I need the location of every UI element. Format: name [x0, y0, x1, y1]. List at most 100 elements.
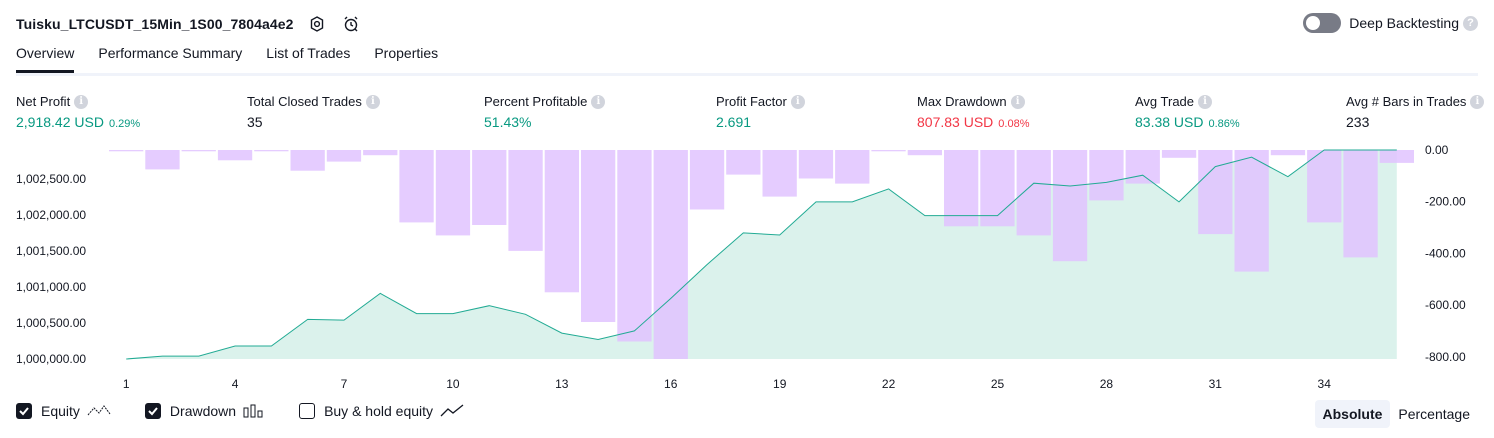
- tab-performance-summary[interactable]: Performance Summary: [98, 45, 243, 61]
- tab-divider: [16, 73, 1478, 76]
- legend-equity[interactable]: Equity: [16, 403, 111, 419]
- x-axis-tick: 34: [1318, 377, 1332, 391]
- x-axis-tick: 31: [1209, 377, 1223, 391]
- x-axis-tick: 1: [123, 377, 130, 391]
- drawdown-bar: [1343, 150, 1378, 258]
- tab-list-of-trades[interactable]: List of Trades: [266, 45, 351, 61]
- right-axis-tick: -400.00: [1425, 247, 1466, 261]
- drawdown-bar: [1161, 150, 1197, 158]
- tab-properties[interactable]: Properties: [374, 45, 439, 61]
- drawdown-bar: [798, 150, 834, 179]
- x-axis-tick: 7: [341, 377, 348, 391]
- metric-label: Total Closed Trades: [247, 94, 362, 109]
- legend-label: Equity: [41, 403, 80, 419]
- equity-line: [126, 149, 1397, 360]
- x-axis-tick: 22: [882, 377, 896, 391]
- drawdown-bar: [1198, 150, 1233, 235]
- drawdown-bar: [689, 150, 725, 210]
- drawdown-bar: [617, 150, 652, 342]
- tab-overview[interactable]: Overview: [16, 44, 75, 73]
- metric-net-profit: Net Profit i 2,918.42 USD 0.29%: [16, 94, 140, 130]
- right-axis-tick: -600.00: [1425, 298, 1466, 312]
- x-axis-tick: 4: [232, 377, 239, 391]
- settings-icon[interactable]: [306, 13, 328, 35]
- metric-value: 51.43%: [484, 114, 532, 130]
- drawdown-bar: [435, 150, 471, 236]
- checkbox-checked-icon[interactable]: [144, 403, 161, 419]
- view-mode-switch: Absolute Percentage: [1314, 400, 1479, 428]
- legend-buy-hold[interactable]: Buy & hold equity: [299, 403, 464, 419]
- equity-line-icon: [87, 404, 111, 418]
- metric-label: Avg # Bars in Trades: [1346, 94, 1467, 109]
- left-axis-tick: 1,002,500.00: [16, 172, 86, 186]
- metric-value: 807.83 USD: [917, 114, 994, 130]
- metric-percent: 0.86%: [1208, 118, 1240, 130]
- drawdown-bar: [109, 150, 144, 152]
- metric-avg-bars: Avg # Bars in Trades i 233: [1346, 94, 1485, 130]
- left-axis-tick: 1,002,000.00: [16, 208, 86, 222]
- metric-percent: 0.29%: [108, 118, 141, 130]
- drawdown-bar: [1307, 150, 1342, 223]
- legend-drawdown[interactable]: Drawdown: [144, 403, 265, 419]
- drawdown-bar: [1234, 150, 1269, 272]
- metric-value: 35: [247, 114, 263, 130]
- drawdown-bar: [1379, 150, 1414, 163]
- strategy-header: Tuisku_LTCUSDT_15Min_1S00_7804a4e2: [16, 12, 362, 36]
- checkbox-unchecked-icon[interactable]: [299, 403, 316, 419]
- deep-backtesting-toggle[interactable]: [1303, 13, 1342, 33]
- drawdown-bar: [1125, 150, 1160, 184]
- x-axis-tick: 13: [555, 377, 569, 391]
- info-icon[interactable]: i: [74, 94, 89, 109]
- metric-total-closed-trades: Total Closed Trades i 35: [247, 94, 380, 130]
- x-axis-tick: 28: [1100, 377, 1114, 391]
- legend-label: Drawdown: [169, 403, 237, 419]
- left-axis-tick: 1,000,500.00: [16, 316, 86, 330]
- info-icon[interactable]: i: [1010, 94, 1025, 109]
- drawdown-bar: [544, 150, 579, 293]
- deep-backtesting-label: Deep Backtesting: [1349, 15, 1459, 31]
- info-icon[interactable]: i: [591, 94, 606, 109]
- drawdown-bar: [254, 150, 289, 152]
- metric-label: Max Drawdown: [917, 94, 1007, 109]
- drawdown-bar: [980, 150, 1015, 227]
- strategy-title: Tuisku_LTCUSDT_15Min_1S00_7804a4e2: [16, 16, 294, 32]
- tab-bar: Overview Performance Summary List of Tra…: [16, 44, 462, 73]
- metric-label: Profit Factor: [716, 94, 787, 109]
- alarm-icon[interactable]: [340, 13, 362, 35]
- info-icon[interactable]: i: [1470, 94, 1485, 109]
- metric-label: Net Profit: [16, 94, 71, 109]
- metric-value: 83.38 USD: [1135, 114, 1204, 130]
- metric-percent-profitable: Percent Profitable i 51.43%: [484, 94, 606, 130]
- left-axis-tick: 1,000,000.00: [16, 352, 86, 366]
- drawdown-bar: [653, 150, 688, 359]
- drawdown-bar: [1270, 150, 1306, 156]
- drawdown-bar: [217, 150, 253, 161]
- x-axis-tick: 10: [446, 377, 460, 391]
- deep-backtesting: Deep Backtesting ?: [1303, 13, 1478, 33]
- mode-percentage-button[interactable]: Percentage: [1398, 406, 1470, 422]
- drawdown-bar: [181, 150, 216, 152]
- help-icon[interactable]: ?: [1463, 15, 1478, 31]
- metric-profit-factor: Profit Factor i 2.691: [716, 94, 805, 130]
- drawdown-bar: [944, 150, 979, 227]
- info-icon[interactable]: i: [365, 94, 380, 109]
- drawdown-bar: [1089, 150, 1124, 201]
- right-axis-tick: -800.00: [1425, 350, 1466, 364]
- checkbox-checked-icon[interactable]: [16, 403, 32, 419]
- drawdown-bar: [145, 150, 180, 170]
- drawdown-bar: [871, 150, 906, 152]
- metric-value: 2,918.42 USD: [16, 114, 104, 130]
- drawdown-bar: [290, 150, 325, 171]
- metric-percent: 0.08%: [998, 118, 1030, 130]
- left-axis-tick: 1,001,000.00: [16, 280, 86, 294]
- x-axis-tick: 25: [991, 377, 1005, 391]
- right-axis-tick: 0.00: [1425, 143, 1449, 157]
- equity-drawdown-chart[interactable]: 1,000,000.00 1,000,500.00 1,001,000.00 1,00…: [0, 0, 1494, 400]
- drawdown-bar: [726, 150, 761, 175]
- metric-label: Avg Trade: [1135, 94, 1195, 109]
- info-icon[interactable]: i: [1198, 94, 1213, 109]
- info-icon[interactable]: i: [790, 94, 805, 109]
- metric-avg-trade: Avg Trade i 83.38 USD 0.86%: [1135, 94, 1240, 130]
- metric-label: Percent Profitable: [484, 94, 588, 109]
- mode-absolute-button[interactable]: Absolute: [1314, 400, 1391, 428]
